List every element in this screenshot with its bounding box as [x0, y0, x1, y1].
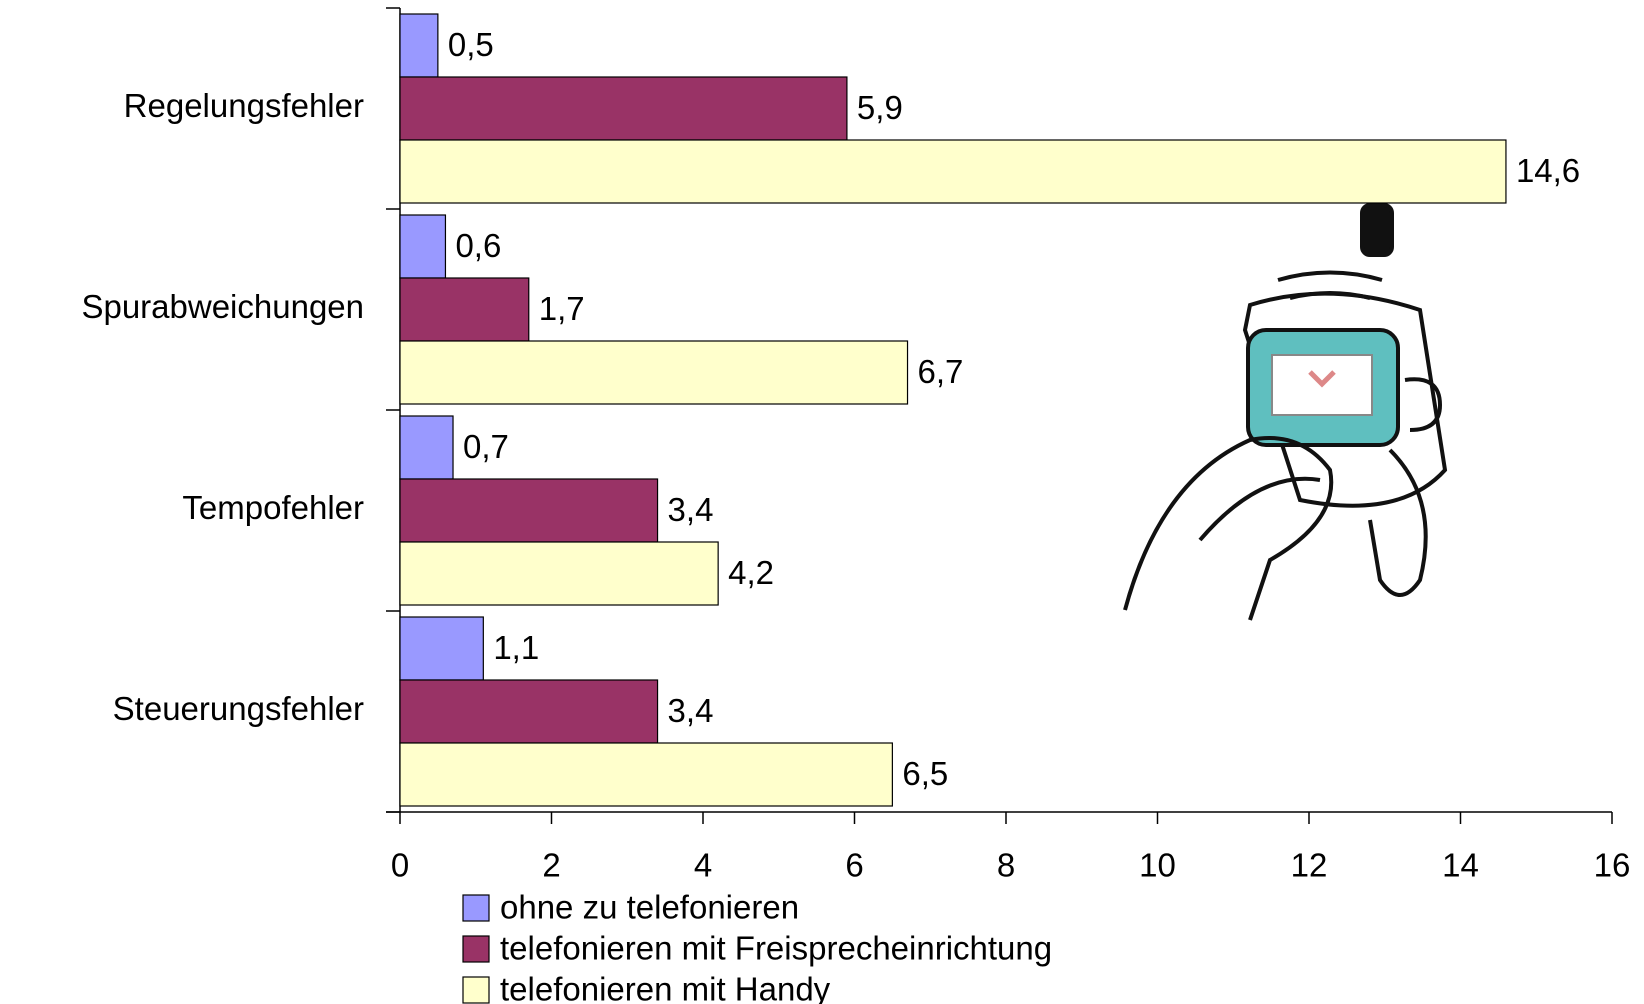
- x-tick-label: 16: [1594, 847, 1631, 884]
- value-label: 3,4: [668, 491, 714, 528]
- value-label: 14,6: [1516, 152, 1580, 189]
- bar: [399, 76, 848, 141]
- value-label: 0,7: [463, 428, 509, 465]
- value-label: 0,6: [455, 227, 501, 264]
- bar: [399, 742, 893, 807]
- x-tick-label: 14: [1442, 847, 1479, 884]
- bar: [399, 139, 1507, 204]
- phone-illustration: [1123, 203, 1448, 621]
- bar: [399, 277, 530, 342]
- value-label: 1,7: [539, 290, 585, 327]
- legend-swatch: [462, 894, 490, 922]
- x-tick-label: 12: [1291, 847, 1328, 884]
- value-label: 6,5: [902, 755, 948, 792]
- legend-label: telefonieren mit Handy: [500, 971, 831, 1004]
- x-tick-label: 10: [1139, 847, 1176, 884]
- value-label: 3,4: [668, 692, 714, 729]
- x-tick-label: 4: [694, 847, 712, 884]
- legend-swatch: [462, 976, 490, 1004]
- bar: [399, 478, 659, 543]
- legend-label: ohne zu telefonieren: [500, 889, 799, 926]
- category-label: Regelungsfehler: [124, 87, 364, 124]
- bar: [399, 415, 454, 480]
- category-label: Spurabweichungen: [81, 288, 364, 325]
- x-tick-label: 8: [997, 847, 1015, 884]
- value-label: 5,9: [857, 89, 903, 126]
- x-tick-label: 2: [542, 847, 560, 884]
- value-label: 4,2: [728, 554, 774, 591]
- bar: [399, 679, 659, 744]
- x-tick-label: 0: [391, 847, 409, 884]
- bar: [399, 616, 484, 681]
- bar: [399, 340, 909, 405]
- bar: [399, 13, 439, 78]
- bar: [399, 541, 719, 606]
- category-label: Steuerungsfehler: [113, 690, 364, 727]
- category-label: Tempofehler: [182, 489, 364, 526]
- value-label: 6,7: [918, 353, 964, 390]
- legend-label: telefonieren mit Freisprecheinrichtung: [500, 930, 1052, 967]
- x-tick-label: 6: [845, 847, 863, 884]
- value-label: 1,1: [493, 629, 539, 666]
- legend-swatch: [462, 935, 490, 963]
- value-label: 0,5: [448, 26, 494, 63]
- bar: [399, 214, 447, 279]
